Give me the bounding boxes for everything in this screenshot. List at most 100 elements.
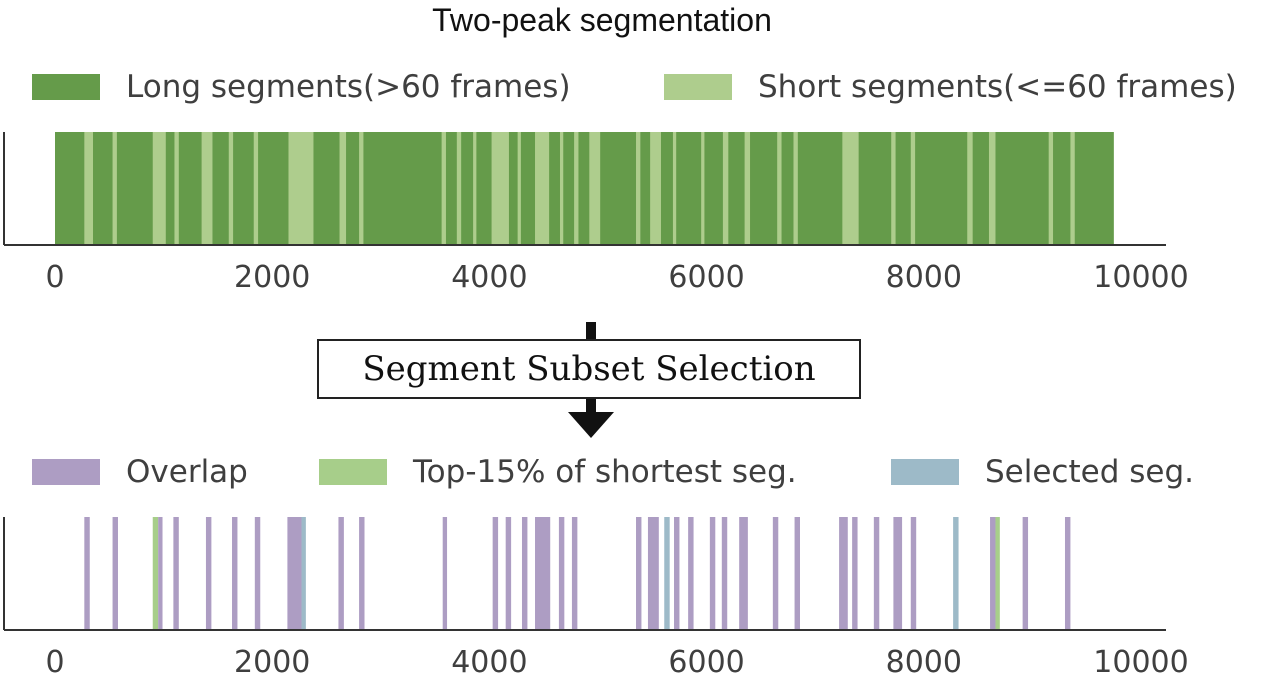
short-segment-bar [456,132,462,244]
x-tick-label: 0 [45,260,64,295]
segment-bar [254,517,261,629]
x-tick-label: 4000 [451,260,527,295]
short-segment-bar [1048,132,1054,244]
segment-bar [674,517,680,629]
short-segment-bar [201,132,213,244]
legend-item-long: Long segments(>60 frames) [32,69,571,105]
legend-swatch-short [664,74,732,100]
short-segment-bar [650,132,661,244]
x-tick-label: 0 [45,645,64,680]
segment-bar [152,517,159,629]
x-tick-label: 10000 [1093,645,1188,680]
segment-bar [442,517,448,629]
segment-bar [772,517,779,629]
x-tick-label: 6000 [668,645,744,680]
short-segment-bar [589,132,601,244]
segment-bar [338,517,344,629]
short-segment-bar [491,132,509,244]
short-segment-bar [777,132,782,244]
legend-label-overlap: Overlap [126,454,248,490]
long-segments-bar [55,132,1114,244]
short-segment-bar [636,132,641,244]
short-segment-bar [842,132,859,244]
x-tick-label: 2000 [234,645,310,680]
short-segment-bar [339,132,347,244]
short-segment-bar [1070,132,1075,244]
short-segment-bar [473,132,477,244]
short-segment-bar [517,132,521,244]
short-segment-bar [228,132,234,244]
segment-bar [232,517,238,629]
segment-bar [852,517,858,629]
subset-selection-plot: 0 2000 4000 6000 8000 10000 [3,517,1189,680]
segment-bar [558,517,565,629]
short-segment-bar [910,132,916,244]
short-segment-bar [288,132,314,244]
short-segment-bar [84,132,94,244]
segment-bar [721,517,728,629]
x-tick-label: 8000 [886,645,962,680]
short-segment-bar [967,132,973,244]
short-segment-bar [535,132,550,244]
short-segment-bar [559,132,564,244]
short-segment-bar [359,132,364,244]
short-segment-bar [672,132,677,244]
segment-bar [839,517,848,629]
segment-subset-selection-label: Segment Subset Selection [362,349,816,389]
short-segment-bar [891,132,896,244]
legend-item-top15: Top-15% of shortest seg. [319,454,797,490]
segment-bar [535,517,551,629]
segment-bar [688,517,694,629]
segment-bar [158,517,163,629]
short-segment-bar [152,132,166,244]
x-tick-label: 6000 [668,260,744,295]
legend-item-overlap: Overlap [32,454,248,490]
segment-bar [953,517,959,629]
x-tick-label: 8000 [886,260,962,295]
segment-bar [287,517,302,629]
segment-bar [709,517,716,629]
segment-bar [492,517,499,629]
segment-bar [647,517,659,629]
x-tick-label: 10000 [1093,260,1188,295]
flow-arrow-bottom-shaft [586,399,596,413]
short-segment-bar [701,132,705,244]
segment-bar [893,517,903,629]
short-segment-bar [253,132,259,244]
short-segment-bar [988,132,996,244]
segment-bar [173,517,179,629]
legend-swatch-long [32,74,100,100]
legend-label-long: Long segments(>60 frames) [126,69,571,105]
segment-bar [990,517,996,629]
segment-bar [112,517,118,629]
short-segment-bar [174,132,179,244]
segment-bar [664,517,670,629]
short-segment-bar [744,132,751,244]
short-segment-bar [574,132,579,244]
segment-bar [1022,517,1029,629]
segment-bar [739,517,748,629]
short-segment-bar [441,132,446,244]
segment-bar [521,517,528,629]
legend-swatch-overlap [32,459,100,485]
legend-swatch-selected [891,459,959,485]
segment-bar [910,517,917,629]
segment-subset-selection-box: Segment Subset Selection [317,339,861,399]
segment-bar [84,517,90,629]
segment-bar [205,517,212,629]
segment-bar [636,517,642,629]
segment-bar [873,517,880,629]
segmentation-plot: 0 2000 4000 6000 8000 10000 [3,132,1189,295]
short-segment-bar [722,132,729,244]
segment-bar [505,517,512,629]
segment-bar [359,517,365,629]
segment-bar [1064,517,1071,629]
flow-arrow-head [568,412,614,438]
segment-bar [301,517,306,629]
segment-bar [794,517,800,629]
legend-swatch-top15 [319,459,387,485]
x-tick-label: 2000 [234,260,310,295]
x-tick-label: 4000 [451,645,527,680]
short-segment-bar [112,132,117,244]
legend-item-selected: Selected seg. [891,454,1194,490]
